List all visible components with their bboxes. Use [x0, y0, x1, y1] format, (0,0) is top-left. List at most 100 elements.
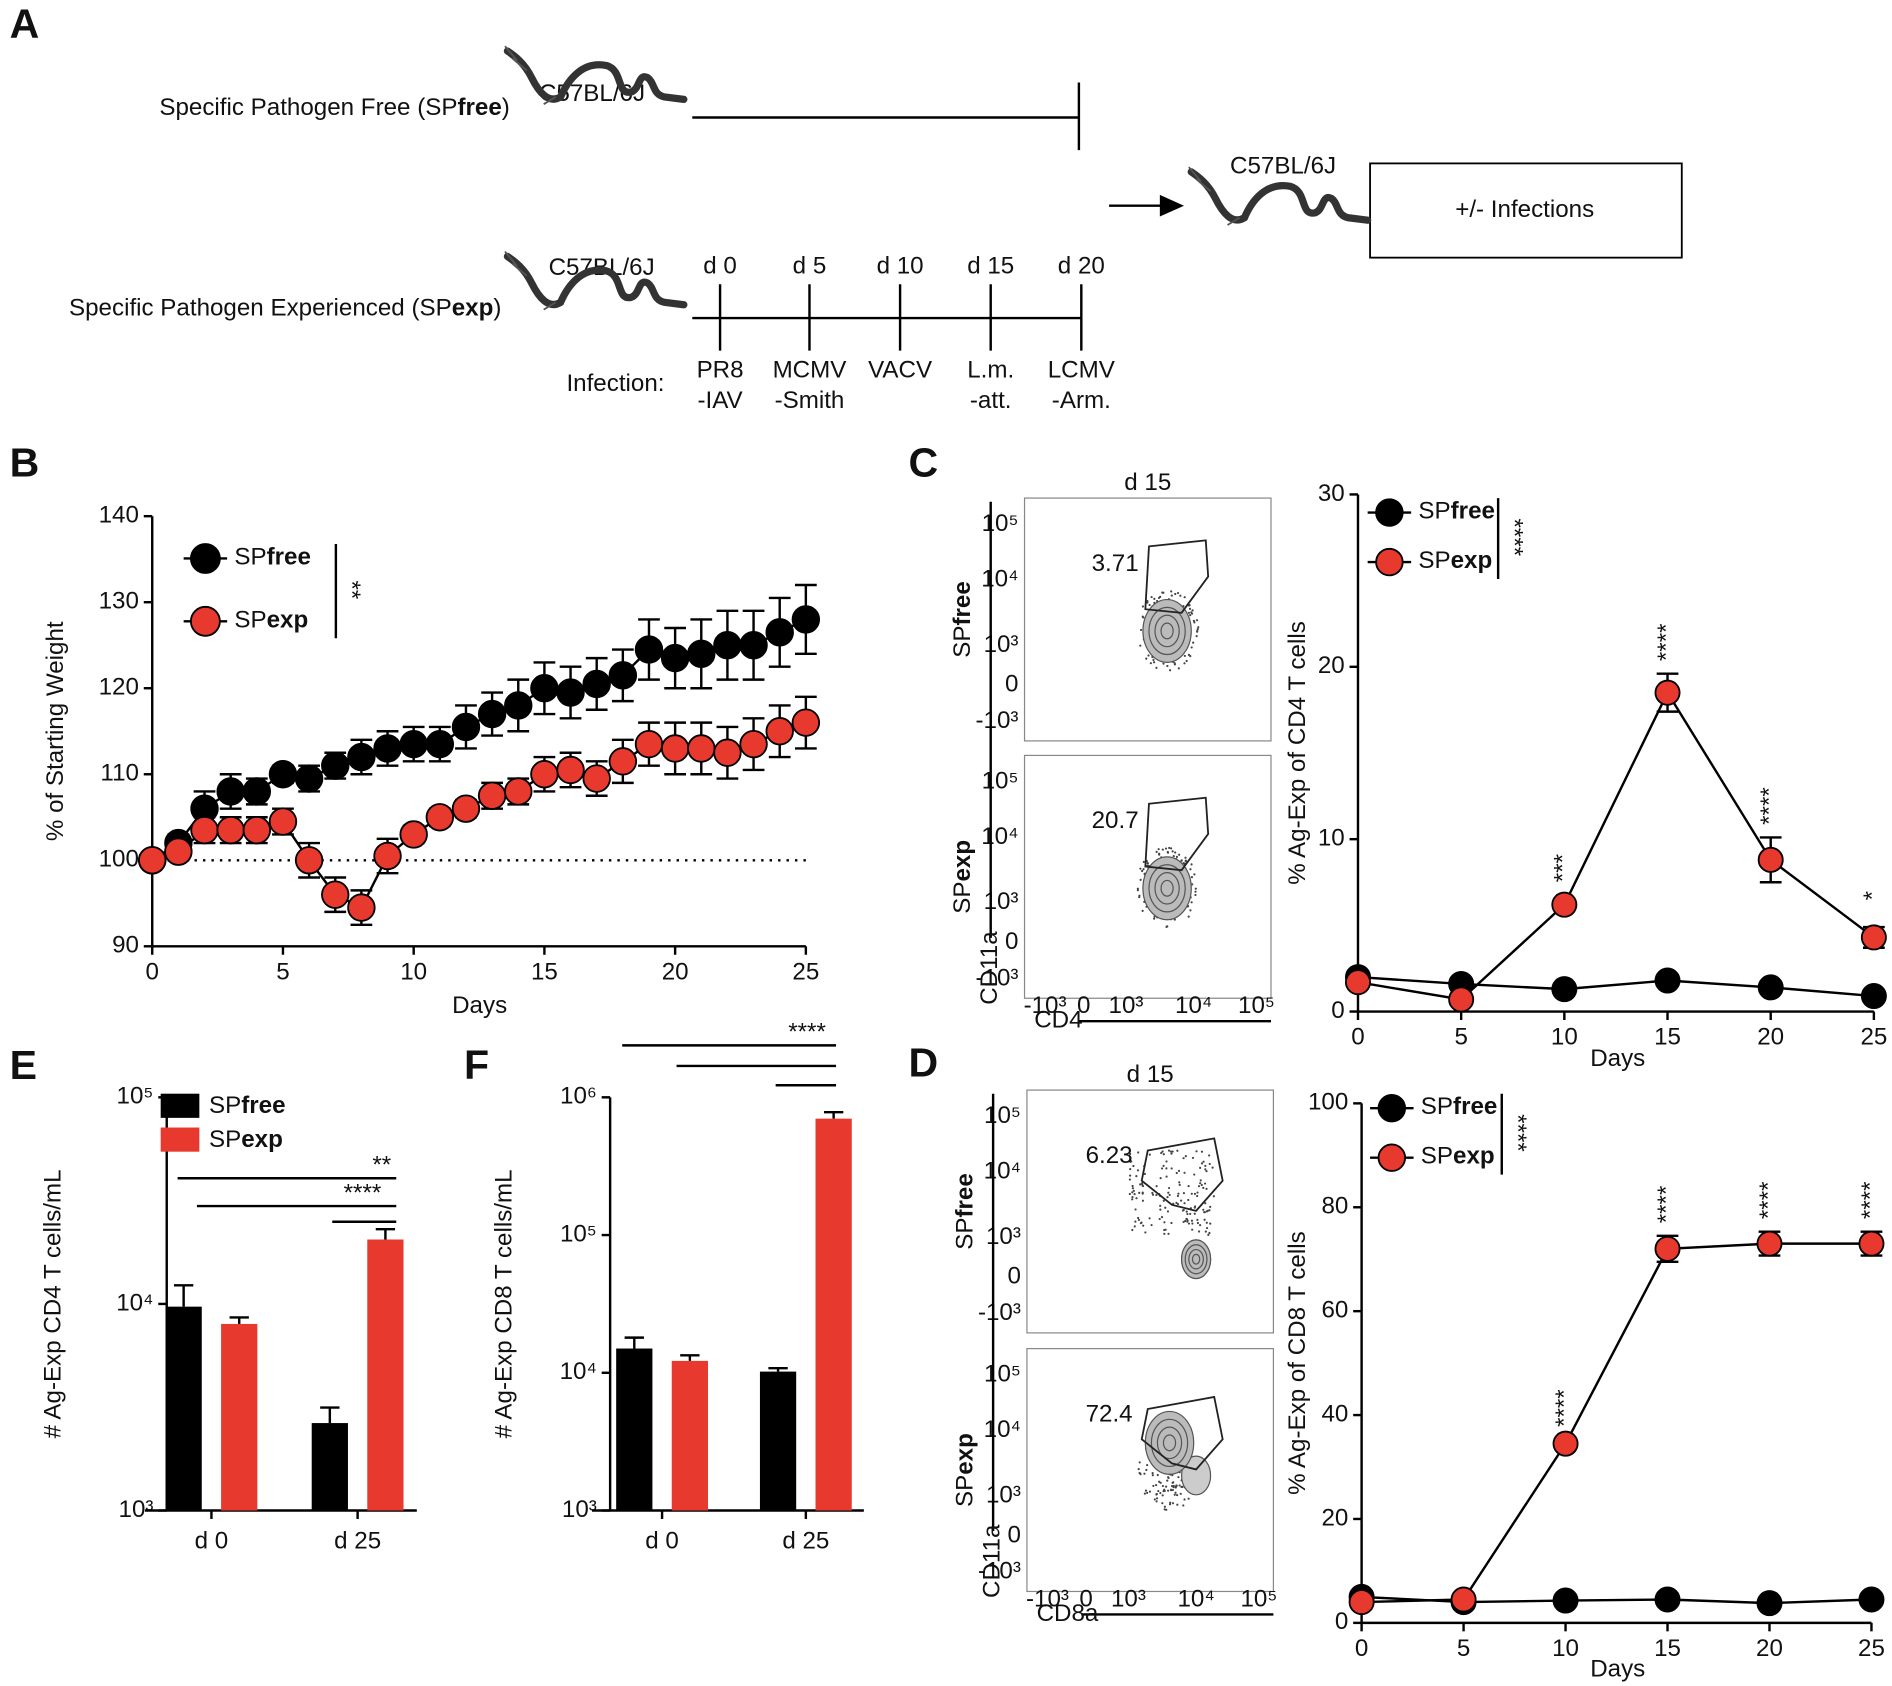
flow-title: d 15 [1127, 1061, 1174, 1088]
event [1162, 662, 1165, 665]
y-axis-label: % Ag-Exp of CD8 T cells [1284, 1231, 1311, 1495]
flow-y-tick: 0 [1005, 928, 1018, 955]
x-tick-label: 0 [1351, 1023, 1364, 1050]
event [1182, 1157, 1185, 1160]
event [1190, 1219, 1194, 1222]
event [1142, 1224, 1145, 1227]
event [1163, 1221, 1166, 1224]
event [1129, 1167, 1132, 1171]
bar [671, 1360, 708, 1511]
event [1144, 1231, 1147, 1234]
strain: C57BL/6J [1230, 152, 1336, 179]
event [1163, 1505, 1166, 1508]
y-tick-label: 80 [1321, 1193, 1348, 1220]
event [1205, 1187, 1208, 1190]
event [1176, 591, 1180, 595]
event [1167, 1149, 1171, 1152]
mouse-fur [504, 251, 557, 311]
text-part: exp [952, 1433, 979, 1475]
point [399, 729, 428, 759]
flow-x-tick: 10⁵ [1238, 992, 1275, 1019]
x-tick-label: 0 [146, 958, 159, 985]
event [1171, 1488, 1175, 1492]
event [1187, 1185, 1190, 1188]
event [1182, 1220, 1185, 1224]
legend-label: SPfree [1418, 498, 1495, 525]
event [1138, 895, 1141, 899]
point [1654, 1235, 1681, 1262]
event [1195, 1150, 1198, 1153]
text-part: free [267, 544, 311, 571]
infection: LCMV [1048, 357, 1115, 384]
event [1150, 595, 1153, 599]
event [1170, 1485, 1174, 1488]
event [1162, 1490, 1165, 1493]
y-tick-label: 40 [1321, 1400, 1348, 1427]
panel-label: D [909, 1040, 939, 1086]
event [1165, 1485, 1168, 1488]
mouse [1187, 168, 1372, 224]
event [1160, 1216, 1164, 1219]
event [1194, 890, 1197, 893]
y-tick-label: 20 [1318, 652, 1345, 679]
event [1183, 596, 1186, 599]
event [1202, 1160, 1205, 1163]
flow-x-tick: 10⁴ [1175, 992, 1212, 1019]
event [1205, 1170, 1208, 1173]
event [1194, 1205, 1197, 1208]
text-part: exp [241, 1126, 283, 1153]
mouse-fur [504, 45, 557, 105]
event [1179, 1492, 1182, 1495]
flow-y-tick: 10⁴ [984, 1416, 1021, 1443]
infection: VACV [868, 357, 932, 384]
event [1171, 850, 1174, 853]
event [1211, 1166, 1214, 1169]
event [1155, 1497, 1159, 1500]
x-tick-label: 20 [662, 958, 689, 985]
event [1200, 1150, 1204, 1153]
event [1181, 1209, 1184, 1212]
gate [1140, 1137, 1224, 1212]
event [1159, 1204, 1162, 1207]
contour [1154, 614, 1180, 648]
event [1161, 848, 1164, 851]
row-label: SPexp [952, 1433, 979, 1507]
y-tick-label: 140 [99, 502, 139, 529]
event [1153, 597, 1156, 600]
text-part: free [1451, 498, 1495, 525]
event [1139, 878, 1142, 881]
event [1145, 657, 1148, 660]
event [1151, 1193, 1155, 1196]
event [1167, 1232, 1170, 1235]
event [1146, 601, 1149, 604]
bar [815, 1118, 852, 1511]
event [1178, 1183, 1181, 1186]
flow-y-tick: -10³ [976, 964, 1019, 991]
y-tick-label: 100 [99, 846, 139, 873]
flow-x-tick: -10³ [1024, 992, 1067, 1019]
point [739, 729, 768, 759]
point [608, 747, 638, 776]
event [1166, 664, 1169, 668]
event [1190, 611, 1193, 614]
event [1140, 1221, 1143, 1224]
event [1142, 860, 1145, 864]
event [1137, 1216, 1140, 1220]
event [1148, 1153, 1151, 1156]
bar [616, 1348, 653, 1511]
flow-y-label: CD11a [978, 1524, 1005, 1598]
group-label: Specific Pathogen Experienced (SPexp) [69, 295, 501, 322]
legend-label: SPexp [1421, 1143, 1495, 1170]
event [1165, 1160, 1168, 1163]
point [713, 631, 742, 660]
event [1133, 1225, 1136, 1228]
event [1170, 1152, 1173, 1155]
row-label: SPfree [949, 581, 976, 658]
event [1199, 1179, 1202, 1182]
event [1184, 1219, 1187, 1223]
event [1167, 1476, 1170, 1479]
event [1153, 917, 1156, 920]
event [1175, 855, 1179, 858]
event [1131, 1191, 1134, 1194]
event [1208, 1162, 1211, 1166]
